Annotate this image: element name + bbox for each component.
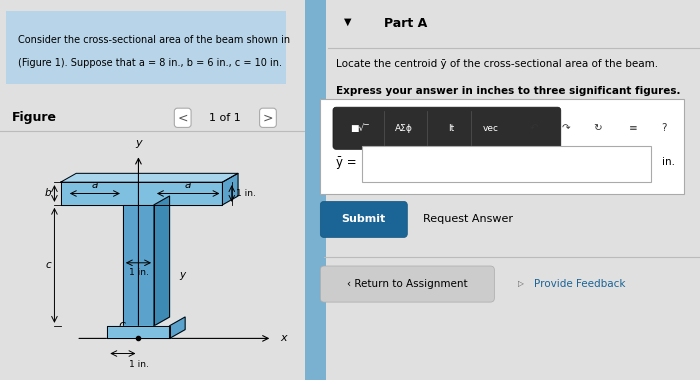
Text: c: c: [46, 260, 51, 270]
Text: Part A: Part A: [384, 17, 427, 30]
Text: ■√‾: ■√‾: [351, 124, 369, 133]
FancyBboxPatch shape: [321, 266, 494, 302]
Text: in.: in.: [662, 157, 676, 167]
Text: Express your answer in inches to three significant figures.: Express your answer in inches to three s…: [336, 86, 680, 95]
Text: 1 in.: 1 in.: [129, 268, 148, 277]
FancyBboxPatch shape: [362, 146, 650, 182]
Text: It: It: [448, 124, 454, 133]
FancyBboxPatch shape: [304, 0, 326, 380]
Text: ?: ?: [662, 123, 667, 133]
Text: ≡: ≡: [629, 123, 637, 133]
Text: (Figure 1). Suppose that a = 8 in., b = 6 in., c = 10 in.: (Figure 1). Suppose that a = 8 in., b = …: [18, 58, 282, 68]
Text: >: >: [262, 111, 273, 124]
Text: ↷: ↷: [561, 123, 570, 133]
Text: AΣϕ: AΣϕ: [394, 124, 412, 133]
Text: Locate the centroid ȳ of the cross-sectional area of the beam.: Locate the centroid ȳ of the cross-secti…: [336, 59, 658, 69]
FancyBboxPatch shape: [321, 201, 407, 238]
Text: ▷: ▷: [518, 279, 524, 288]
Text: Consider the cross-sectional area of the beam shown in: Consider the cross-sectional area of the…: [18, 35, 290, 45]
Text: ‹ Return to Assignment: ‹ Return to Assignment: [347, 279, 468, 289]
Text: Provide Feedback: Provide Feedback: [534, 279, 625, 289]
Text: <: <: [178, 111, 188, 124]
Text: Figure: Figure: [12, 111, 57, 124]
Text: y: y: [179, 271, 185, 280]
Text: x: x: [280, 333, 286, 344]
FancyBboxPatch shape: [333, 107, 561, 149]
FancyBboxPatch shape: [6, 11, 286, 84]
Polygon shape: [169, 317, 185, 339]
Text: y: y: [135, 138, 142, 148]
Text: 1 in.: 1 in.: [237, 189, 256, 198]
Text: 1 in.: 1 in.: [129, 360, 148, 369]
Text: b: b: [45, 188, 52, 198]
Text: ↶: ↶: [529, 123, 538, 133]
Text: ȳ =: ȳ =: [336, 156, 357, 169]
Polygon shape: [123, 205, 154, 326]
FancyBboxPatch shape: [321, 99, 684, 194]
Text: ▼: ▼: [344, 17, 351, 27]
Text: Submit: Submit: [342, 214, 386, 224]
Polygon shape: [61, 182, 223, 205]
Text: Request Answer: Request Answer: [423, 214, 513, 224]
Text: C: C: [118, 322, 126, 332]
Text: ↻: ↻: [593, 123, 601, 133]
Text: a: a: [92, 180, 98, 190]
Text: a: a: [185, 180, 191, 190]
Polygon shape: [154, 196, 169, 326]
Polygon shape: [107, 326, 169, 339]
Text: 1 of 1: 1 of 1: [209, 113, 241, 123]
Polygon shape: [61, 173, 238, 182]
Text: vec: vec: [482, 124, 498, 133]
Polygon shape: [223, 173, 238, 205]
